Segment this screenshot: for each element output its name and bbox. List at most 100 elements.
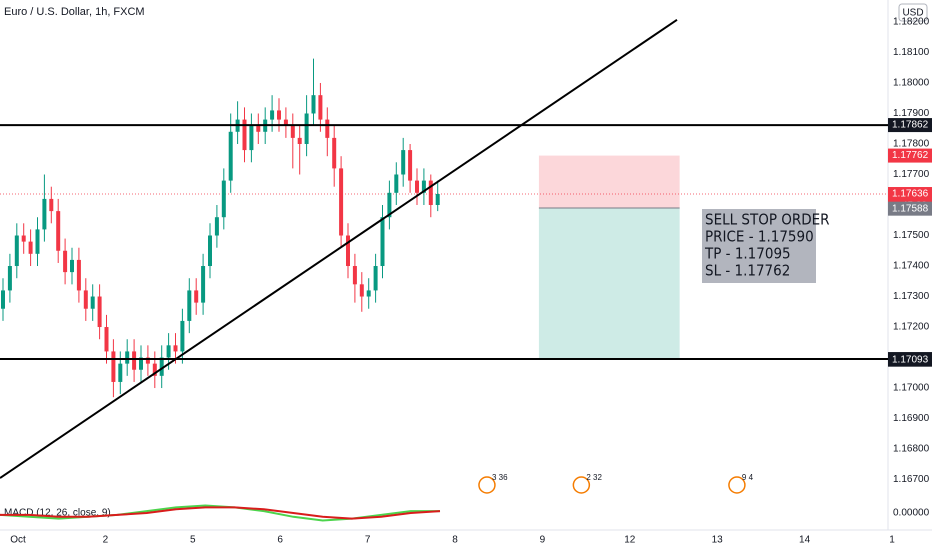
candle-body — [7, 266, 12, 291]
candle-body — [346, 235, 350, 267]
y2-tick-label: 0.00000 — [893, 508, 930, 519]
stop-loss-zone — [538, 155, 680, 209]
x-tick-label: 2 — [103, 535, 109, 546]
candle-body — [90, 296, 95, 309]
price-badge-label: 1.17862 — [892, 120, 929, 131]
candle-body — [435, 194, 440, 206]
note-line: SL - 1.17762 — [705, 262, 790, 280]
candle-body — [152, 363, 157, 376]
candle-body — [76, 259, 81, 291]
price-badge-label: 1.17762 — [892, 150, 929, 161]
x-tick-label: 6 — [277, 535, 283, 546]
y-tick-label: 1.17300 — [893, 291, 930, 302]
candle-body — [352, 266, 357, 285]
candle-body — [173, 345, 178, 352]
candle-body — [159, 357, 164, 376]
candle-body — [145, 357, 150, 364]
y-tick-label: 1.16700 — [893, 474, 930, 485]
candle-body — [228, 131, 233, 181]
candle-body — [373, 266, 378, 291]
candle-body — [187, 290, 192, 321]
event-icon — [728, 476, 746, 494]
macd-line — [0, 506, 441, 520]
candle-body — [304, 113, 309, 144]
event-icon — [478, 476, 496, 494]
price-badge — [888, 148, 932, 163]
candle-body — [97, 296, 102, 328]
y-tick-label: 1.18100 — [893, 47, 930, 58]
x-tick-label: 7 — [365, 535, 371, 546]
x-tick-label: 5 — [190, 535, 196, 546]
candle-body — [221, 180, 226, 218]
y-tick-label: 1.17000 — [893, 383, 930, 394]
event-icon — [572, 476, 591, 494]
candle-body — [277, 110, 281, 120]
y-tick-label: 1.17800 — [893, 139, 930, 150]
candle-body — [290, 125, 295, 138]
macd-label: MACD (12, 26, close, 9) — [4, 508, 111, 519]
candle-body — [415, 180, 419, 193]
candle-body — [394, 174, 399, 193]
chart-title: Euro / U.S. Dollar, 1h, FXCM — [4, 6, 145, 18]
x-tick-label: 12 — [624, 535, 636, 546]
candle-body — [132, 351, 137, 370]
note-box — [702, 209, 816, 283]
candle-body — [14, 235, 19, 267]
x-tick-label: Oct — [10, 535, 26, 546]
candle-body — [366, 290, 371, 297]
candle-body — [249, 125, 254, 151]
event-label: 3 36 — [492, 473, 508, 482]
candle-body — [83, 290, 88, 309]
y-tick-label: 1.18200 — [893, 17, 930, 28]
candle-body — [194, 290, 199, 303]
candle-body — [63, 250, 68, 273]
candle-body — [35, 229, 40, 254]
x-tick-label: 13 — [712, 535, 724, 546]
price-badge — [888, 118, 932, 133]
candle-body — [318, 95, 323, 120]
candle-body — [283, 119, 288, 126]
candle-body — [339, 168, 344, 236]
price-badge-label: 1.17093 — [892, 354, 929, 365]
price-badge-label: 1.17588 — [892, 203, 929, 214]
candle-body — [180, 320, 185, 352]
candle-body — [1, 290, 5, 309]
note-line: SELL STOP ORDER — [705, 211, 830, 229]
candle-body — [56, 211, 61, 251]
candle-body — [297, 137, 302, 144]
candle-body — [214, 217, 219, 236]
event-label: 9 4 — [742, 473, 754, 482]
candle-body — [166, 345, 171, 358]
event-label: 2 32 — [586, 473, 602, 482]
trend-line — [0, 19, 678, 479]
candle-body — [49, 198, 54, 212]
price-badge — [888, 352, 932, 367]
take-profit-zone — [538, 208, 680, 360]
price-badge-label: 1.17636 — [892, 189, 929, 200]
candle-body — [332, 137, 337, 169]
candle-body — [421, 180, 426, 193]
price-badge — [888, 201, 932, 216]
x-tick-label: 9 — [540, 535, 546, 546]
note-line: PRICE - 1.17590 — [705, 228, 814, 246]
candle-body — [325, 119, 330, 138]
candle-body — [270, 110, 275, 120]
candle-body — [242, 119, 247, 151]
candle-body — [139, 357, 143, 370]
candle-body — [104, 327, 109, 352]
currency: USD — [902, 8, 923, 19]
x-tick-label: 1 — [889, 535, 895, 546]
y-tick-label: 1.17700 — [893, 169, 930, 180]
candle-body — [111, 351, 116, 382]
y-tick-label: 1.18000 — [893, 78, 930, 89]
candle-body — [208, 235, 212, 267]
candle-body — [380, 217, 385, 267]
y-tick-label: 1.17900 — [893, 108, 930, 119]
candle-body — [387, 192, 392, 218]
y-tick-label: 1.17500 — [893, 230, 930, 241]
candle-body — [201, 266, 206, 303]
y-tick-label: 1.17200 — [893, 322, 930, 333]
candle-body — [28, 241, 33, 254]
